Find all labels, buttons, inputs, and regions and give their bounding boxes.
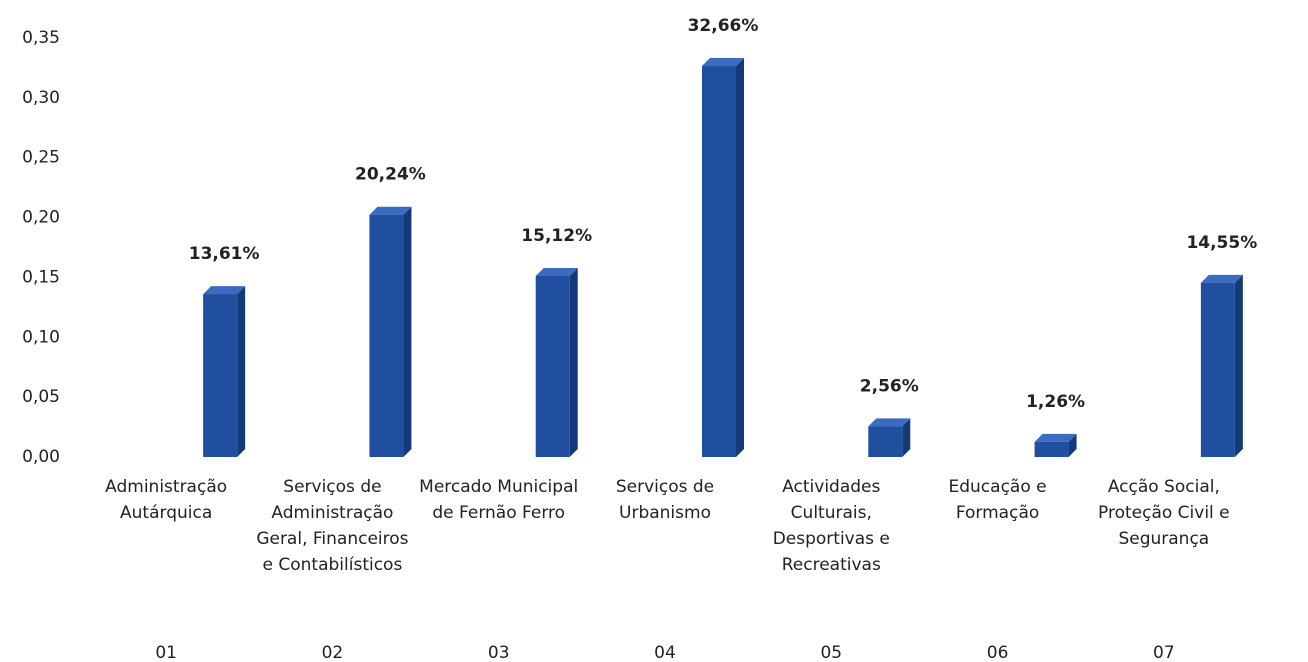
x-tick-label: Mercado Municipal de Fernão Ferro (419, 477, 579, 523)
group-code: 06 (987, 643, 1009, 662)
bar (535, 275, 570, 457)
x-tick-label: Actividades Culturais, Desportivas e Rec… (772, 477, 890, 575)
x-tick-label: Administração Autárquica (105, 477, 228, 523)
x-tick-label: Acção Social, Proteção Civil e Segurança (1098, 477, 1230, 549)
data-label: 20,24% (355, 165, 426, 185)
bar-side (1068, 433, 1077, 457)
group-code: 07 (1153, 643, 1175, 662)
y-tick-label: 0,05 (22, 387, 60, 407)
bar-top (203, 286, 246, 295)
x-tick-label: Serviços de Urbanismo (615, 477, 715, 523)
bar (1200, 282, 1235, 457)
group-code: 03 (488, 643, 510, 662)
group-code: 05 (820, 643, 842, 662)
data-label: 32,66% (688, 16, 759, 36)
data-label: 15,12% (521, 226, 592, 246)
bar-side (902, 418, 911, 457)
bar (369, 214, 404, 457)
bar-top (535, 267, 578, 276)
bar-top (369, 206, 412, 215)
data-label: 2,56% (860, 376, 919, 396)
bar-side (569, 267, 578, 457)
y-tick-label: 0,25 (22, 148, 60, 168)
y-tick-label: 0,00 (22, 447, 60, 467)
group-code: 02 (322, 643, 344, 662)
y-tick-label: 0,15 (22, 267, 60, 287)
bar-side (237, 286, 246, 457)
y-tick-label: 0,35 (22, 28, 60, 48)
x-tick-label: Serviços de Administração Geral, Finance… (256, 477, 409, 575)
data-label: 1,26% (1026, 392, 1085, 412)
bar-side (403, 206, 412, 457)
y-tick-label: 0,10 (22, 327, 60, 347)
group-code: 04 (654, 643, 676, 662)
bar-side (1234, 274, 1243, 457)
bar-top (868, 418, 911, 427)
bar (868, 426, 903, 457)
x-tick-label: Educação e Formação (948, 477, 1047, 523)
bar (203, 294, 238, 457)
y-tick-label: 0,20 (22, 208, 60, 228)
data-label: 13,61% (189, 244, 260, 264)
bar-top (1200, 274, 1243, 283)
group-code: 01 (155, 643, 177, 662)
bar-side (736, 58, 744, 457)
bar-top (1034, 433, 1077, 442)
y-tick-label: 0,30 (22, 88, 60, 108)
data-label: 14,55% (1186, 233, 1257, 253)
bar (702, 66, 736, 457)
bar-top (702, 58, 744, 67)
bar (1034, 441, 1069, 457)
